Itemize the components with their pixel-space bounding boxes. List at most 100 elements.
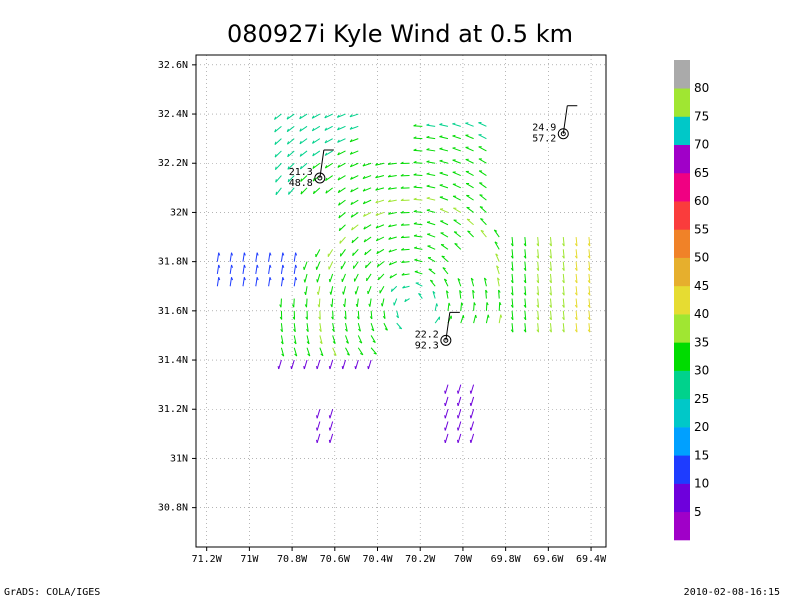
wind-vector-head (331, 328, 335, 332)
wind-vector (375, 224, 385, 229)
wind-vector (396, 322, 403, 330)
wind-vector (370, 310, 373, 320)
x-axis-ticks: 71.2W 71W 70.8W 70.6W 70.4W 70.2W 70W 69.8W 69.6… (192, 547, 607, 565)
wind-vector-head (351, 227, 354, 231)
wind-vector-head (456, 427, 459, 431)
wind-vector (364, 248, 372, 256)
wind-vector (562, 310, 565, 320)
wind-vector (440, 244, 449, 250)
wind-vector-head (398, 327, 402, 330)
wind-vector-head (339, 240, 341, 244)
wind-vector-head (319, 341, 323, 345)
station-value-2: 92.3 (415, 340, 439, 351)
colorbar-segment (674, 88, 690, 117)
wind-vector-head (387, 162, 391, 165)
wind-vector (316, 433, 321, 443)
wind-vector (329, 433, 334, 443)
wind-vector (428, 268, 436, 275)
wind-vector-head (292, 316, 295, 320)
wind-vector (427, 245, 436, 250)
wind-vector-head (469, 402, 472, 407)
wind-vector (498, 289, 500, 299)
wind-vector (457, 433, 462, 443)
wind-vector-head (480, 229, 484, 232)
wind-vector-head (549, 243, 552, 247)
wind-vector (453, 219, 462, 226)
wind-vector (439, 160, 449, 164)
wind-vector-head (279, 316, 283, 320)
wind-vector (588, 310, 591, 320)
wind-vector-head (562, 267, 565, 271)
station-marker (314, 172, 326, 184)
wind-vector-head (231, 277, 234, 281)
wind-vector-head (404, 298, 407, 302)
wind-vector (363, 199, 372, 205)
wind-vector-head (439, 159, 443, 162)
wind-vector-head (218, 277, 221, 281)
wind-vector-head (523, 243, 527, 247)
wind-vector-head (307, 353, 311, 357)
wind-vector (549, 273, 552, 283)
wind-vector (444, 384, 449, 394)
wind-vector (275, 187, 282, 196)
x-tick-label: 69.6W (533, 554, 564, 565)
wind-vector (329, 359, 334, 370)
wind-vector-head (413, 173, 417, 176)
wind-vector (337, 162, 346, 168)
wind-vector (470, 278, 475, 287)
wind-vector (588, 298, 591, 308)
x-tick-label: 70.4W (362, 554, 393, 565)
wind-vector-head (324, 165, 328, 169)
wind-vector (255, 264, 258, 275)
station-value-1: 22.2 (415, 329, 439, 340)
wind-vector-head (574, 304, 578, 308)
colorbar-segment (674, 172, 690, 202)
wind-vector-head (300, 191, 303, 195)
wind-vector-head (231, 252, 234, 256)
wind-vector-head (523, 317, 527, 321)
wind-vector-head (400, 198, 404, 201)
wind-vector-head (430, 279, 434, 282)
wind-vector-head (562, 304, 565, 308)
wind-vector (357, 310, 360, 320)
wind-vector (465, 183, 474, 189)
wind-vector-head (375, 162, 379, 166)
wind-vector-head (362, 201, 366, 205)
wind-vector (388, 175, 397, 178)
wind-vector-head (426, 196, 430, 199)
wind-vector-head (337, 152, 340, 156)
x-tick-label: 71W (240, 554, 259, 565)
wind-vector-head (341, 366, 344, 370)
wind-vector (440, 232, 449, 238)
wind-vector (434, 303, 438, 311)
wind-vector (280, 264, 284, 275)
wind-vector-head (414, 258, 418, 261)
wind-vector (299, 138, 308, 145)
wind-vector-head (456, 402, 459, 407)
wind-vector (229, 264, 233, 275)
wind-vector (303, 359, 308, 370)
wind-vector (447, 302, 450, 311)
wind-vector-head (324, 115, 327, 119)
wind-vector (439, 184, 449, 189)
wind-vector (549, 323, 552, 333)
wind-vector (439, 136, 449, 140)
wind-vector-head (466, 218, 471, 221)
wind-vector (414, 259, 423, 263)
wind-vector (549, 286, 552, 296)
wind-vector-head (497, 277, 500, 281)
wind-vector (393, 298, 398, 306)
wind-vector (376, 248, 385, 255)
wind-vector (457, 384, 462, 394)
colorbar-label: 25 (694, 392, 709, 406)
wind-vector-head (444, 415, 446, 419)
wind-vector-head (382, 315, 386, 319)
wind-vector-head (304, 304, 307, 308)
wind-vector (242, 264, 245, 275)
plot-frame (195, 54, 607, 548)
wind-vector-head (324, 152, 328, 156)
wind-vector (537, 261, 540, 271)
wind-vector (465, 122, 474, 127)
wind-vector-head (442, 267, 446, 270)
wind-vector-head (312, 165, 315, 169)
